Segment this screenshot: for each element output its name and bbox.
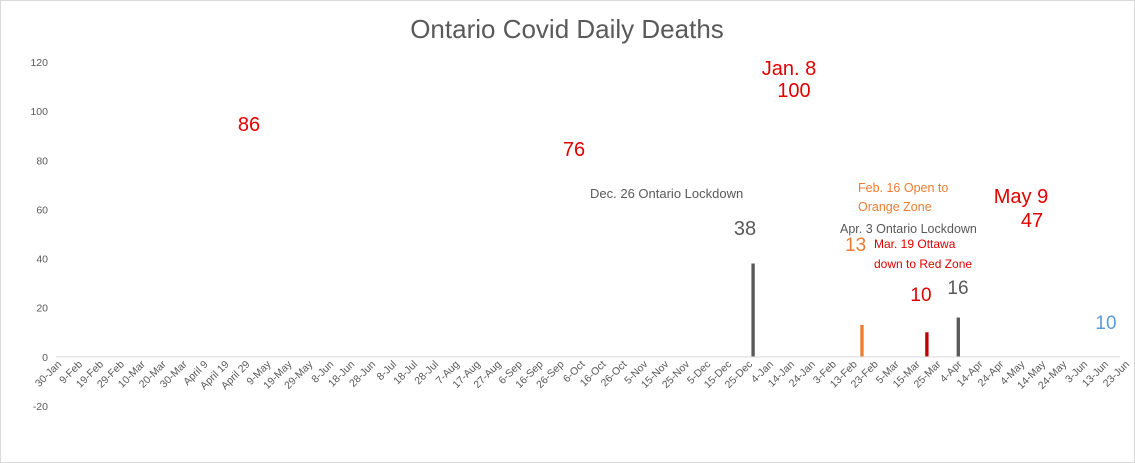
annotation-jan8-date: Jan. 8 (762, 58, 816, 80)
annotation-peak-april: 86 (238, 114, 260, 136)
highlight-bar (925, 332, 929, 357)
y-tick-label: 60 (36, 204, 48, 216)
y-tick-label: 100 (30, 106, 48, 118)
annotation-may9-date: May 9 (994, 186, 1048, 208)
y-tick-label: 40 (36, 254, 48, 266)
annotation-mar19-value: 10 (910, 285, 931, 306)
annotation-mar19-line1: Mar. 19 Ottawa (874, 237, 956, 251)
y-tick-label: -20 (33, 401, 48, 413)
annotation-jan8-value: 100 (777, 80, 810, 102)
annotation-dec26-value: 38 (734, 218, 756, 240)
annotation-peak-october: 76 (563, 139, 585, 161)
x-tick-label: 30-Jan (33, 358, 64, 389)
annotation-apr3-value: 16 (947, 278, 968, 299)
x-tick-label: 28-Jul (412, 358, 441, 387)
annotation-feb16-value: 13 (845, 235, 866, 256)
y-axis-labels: -20 0 20 40 60 80 100 120 (30, 57, 48, 413)
annotation-may9-value: 47 (1021, 210, 1043, 232)
x-axis-labels: 30-Jan9-Feb19-Feb29-Feb10-Mar20-Mar30-Ma… (33, 358, 1132, 392)
y-tick-label: 80 (36, 155, 48, 167)
chart-title: Ontario Covid Daily Deaths (410, 14, 724, 44)
highlight-bar (860, 324, 864, 357)
annotation-mar19-line2: down to Red Zone (874, 257, 972, 271)
y-tick-label: 20 (36, 303, 48, 315)
annotation-latest-value: 10 (1095, 313, 1116, 334)
y-tick-label: 120 (30, 57, 48, 69)
y-tick-label: 0 (42, 352, 48, 364)
annotation-apr3-text: Apr. 3 Ontario Lockdown (840, 222, 977, 236)
annotation-feb16-line2: Orange Zone (858, 200, 932, 214)
highlight-bar (956, 317, 960, 357)
annotation-dec26-text: Dec. 26 Ontario Lockdown (590, 186, 743, 201)
bars-group (751, 263, 960, 357)
annotation-feb16-line1: Feb. 16 Open to (858, 181, 948, 195)
highlight-bar (751, 263, 755, 357)
